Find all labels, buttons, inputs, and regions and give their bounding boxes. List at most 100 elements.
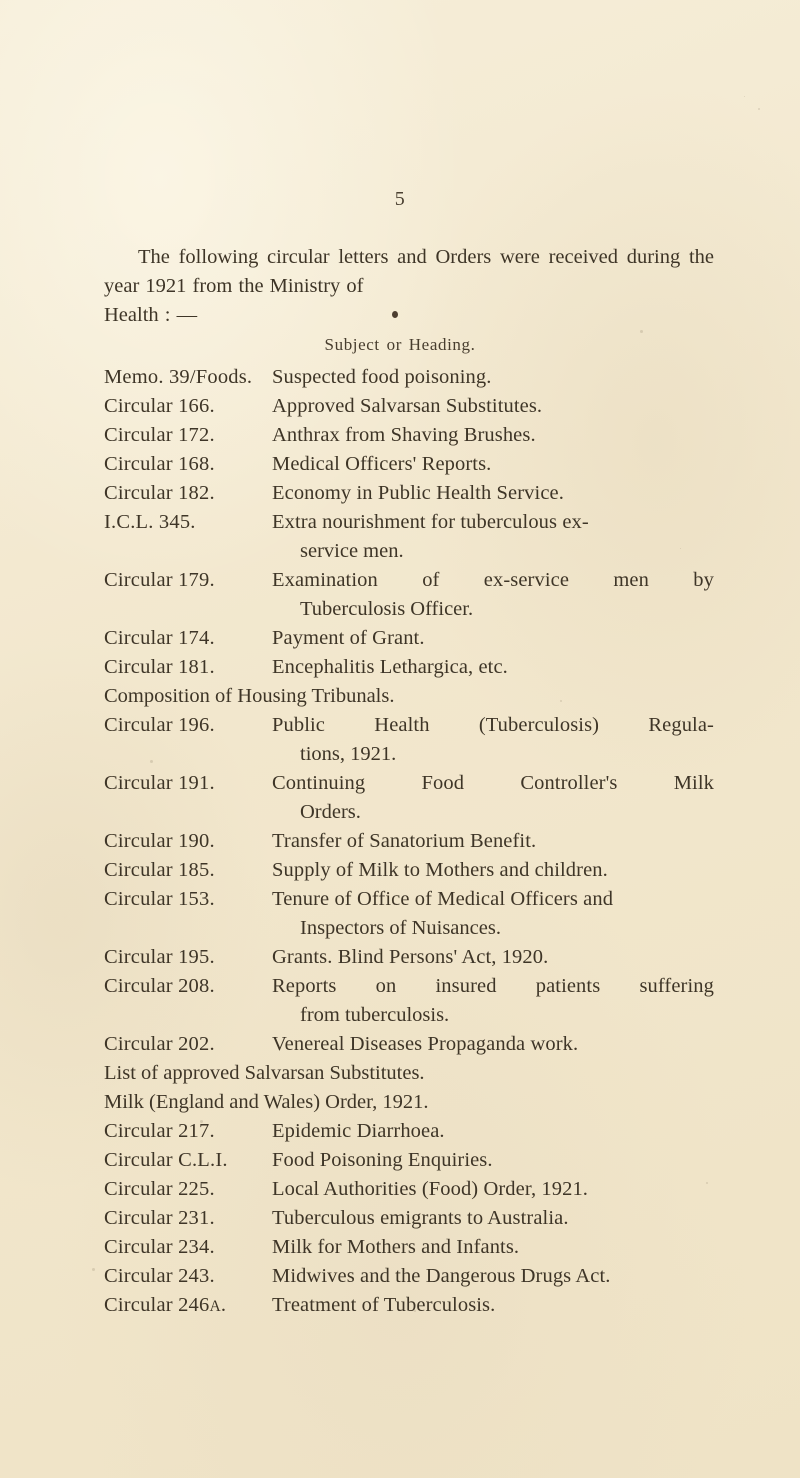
reference-period: . [220,1294,227,1316]
list-item-description: Tenure of Office of Medical Officers and [272,888,614,910]
list-item-reference: I.C.L. 345. [104,511,196,533]
list-item: Circular 196. Public Health (Tuberculosis) R… [104,714,714,772]
list-item-continuation: Tuberculosis Officer. [300,598,474,620]
list-item-reference: Circular 208. [104,975,215,997]
list-item-reference: Circular 190. [104,830,215,852]
list-item: Circular 195. Grants. Blind Persons' Act,… [104,946,714,975]
list-item-description: Payment of Grant. [272,627,425,649]
list-item-description: Examination of ex-service men by [272,569,714,592]
list-item-reference: Circular 174. [104,627,215,649]
list-item-reference: Circular 217. [104,1120,215,1142]
list-item-description: Public Health (Tuberculosis) Regula- [272,714,714,737]
list-item-continuation: Inspectors of Nuisances. [300,917,501,939]
list-item: Circular 246A. Treatment of Tuberculosis. [104,1294,714,1323]
description-word: Health [374,714,430,736]
description-word: on [375,975,397,997]
ink-blot-artifact [392,311,398,318]
list-item-description: Grants. Blind Persons' Act, 1920. [272,946,549,968]
list-item: Composition of Housing Tribunals. [104,685,714,714]
description-word: Controller's [520,772,618,794]
list-item: Circular 181. Encephalitis Lethargica, et… [104,656,714,685]
description-word: of [422,569,440,591]
list-item-description: Anthrax from Shaving Brushes. [272,424,536,446]
list-item-description: Reports on insured patients suffering [272,975,714,998]
list-item-reference: Circular 191. [104,772,215,794]
list-item-full-text: Milk (England and Wales) Order, 1921. [104,1091,429,1113]
list-item: Circular 190. Transfer of Sanatorium Bene… [104,830,714,859]
list-item-description: Midwives and the Dangerous Drugs Act. [272,1265,611,1287]
description-word: Reports [272,975,337,997]
page-number: 5 [394,188,406,210]
list-item: I.C.L. 345. Extra nourishment for tubercu… [104,511,714,569]
list-item-reference: Circular 182. [104,482,215,504]
list-item-description: Medical Officers' Reports. [272,453,492,475]
description-word: ex-service [483,569,570,591]
list-item-reference: Circular 185. [104,859,215,881]
description-word: insured [435,975,497,997]
list-item-description: Local Authorities (Food) Order, 1921. [272,1178,589,1200]
list-item-reference: Circular C.L.I. [104,1149,228,1171]
list-item-full-text: Composition of Housing Tribunals. [104,685,395,707]
list-item: List of approved Salvarsan Substitutes. [104,1062,714,1091]
description-word: Continuing [272,772,366,794]
list-item: Circular 179. Examination of ex-service men b… [104,569,714,627]
list-item-continuation: tions, 1921. [300,743,397,765]
reference-number: Circular 246 [104,1294,210,1316]
subject-or-heading-label: Subject or Heading. [324,335,476,354]
list-item-continuation: service men. [300,540,404,562]
list-item-reference: Circular 172. [104,424,215,446]
list-item: Circular 231. Tuberculous emigrants to Au… [104,1207,714,1236]
list-item: Circular 191. Continuing Food Controller's M… [104,772,714,830]
list-item-reference: Circular 195. [104,946,215,968]
list-item-reference: Circular 231. [104,1207,215,1229]
list-item-description: Economy in Public Health Service. [272,482,564,504]
list-item-description: Supply of Milk to Mothers and children. [272,859,608,881]
list-item: Circular 153. Tenure of Office of Medical… [104,888,714,946]
list-item: Circular 217. Epidemic Diarrhoea. [104,1120,714,1149]
list-item-description: Epidemic Diarrhoea. [272,1120,445,1142]
list-item: Memo. 39/Foods. Suspected food poisoning. [104,366,714,395]
list-item-description: Approved Salvarsan Substitutes. [272,395,543,417]
intro-line-3: Health : — [104,304,198,326]
list-item-reference: Circular 225. [104,1178,215,1200]
list-item-description: Extra nourishment for tuberculous ex- [272,511,589,533]
list-item-reference: Memo. 39/Foods. [104,366,253,388]
description-word: suffering [639,975,714,997]
list-item-continuation: Orders. [300,801,361,823]
description-word: Examination [272,569,378,591]
list-item: Circular 234. Milk for Mothers and Infant… [104,1236,714,1265]
list-item-reference: Circular 202. [104,1033,215,1055]
list-item-full-text: List of approved Salvarsan Substitutes. [104,1062,425,1084]
list-item: Circular 182. Economy in Public Health Se… [104,482,714,511]
list-item-continuation: from tuberculosis. [300,1004,450,1026]
description-word: men [613,569,649,591]
list-item-reference: Circular 181. [104,656,215,678]
intro-paragraph: The following circular letters and Order… [104,243,714,330]
list-item-description: Treatment of Tuberculosis. [272,1294,496,1316]
list-item: Circular 168. Medical Officers' Reports. [104,453,714,482]
list-item: Circular 225. Local Authorities (Food) Or… [104,1178,714,1207]
list-item-description: Continuing Food Controller's Milk [272,772,714,795]
description-word: Food [421,772,465,794]
list-item-reference: Circular 243. [104,1265,215,1287]
list-item-description: Tuberculous emigrants to Australia. [272,1207,569,1229]
list-item: Milk (England and Wales) Order, 1921. [104,1091,714,1120]
description-word: Regula- [648,714,714,736]
list-item: Circular 202. Venereal Diseases Propagand… [104,1033,714,1062]
list-item-description: Transfer of Sanatorium Benefit. [272,830,537,852]
list-item-description: Milk for Mothers and Infants. [272,1236,520,1258]
description-word: (Tuberculosis) [478,714,600,736]
description-word: by [693,569,714,591]
list-item: Circular 185. Supply of Milk to Mothers a… [104,859,714,888]
list-item: Circular C.L.I. Food Poisoning Enquiries. [104,1149,714,1178]
list-item-reference: Circular 234. [104,1236,215,1258]
list-item: Circular 174. Payment of Grant. [104,627,714,656]
list-item-reference: Circular 168. [104,453,215,475]
list-item-description: Suspected food poisoning. [272,366,492,388]
list-item-reference: Circular 166. [104,395,215,417]
list-item: Circular 243. Midwives and the Dangerous … [104,1265,714,1294]
description-word: Milk [673,772,714,794]
list-item: Circular 172. Anthrax from Shaving Brushe… [104,424,714,453]
list-item-description: Venereal Diseases Propaganda work. [272,1033,579,1055]
